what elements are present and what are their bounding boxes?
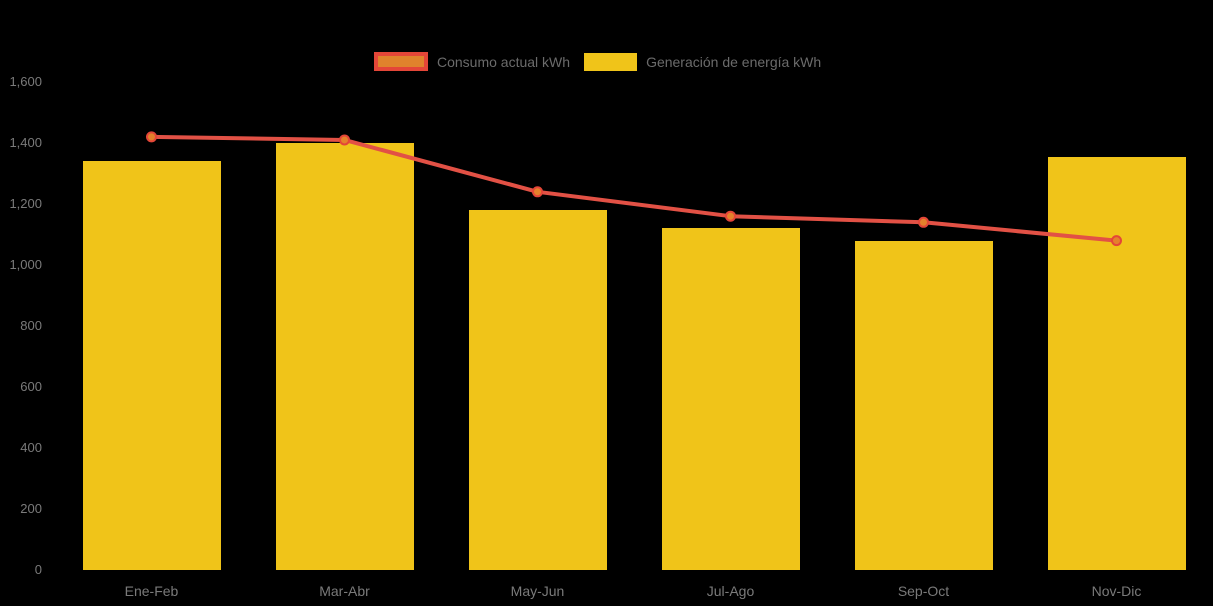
y-axis-tick-label-800: 800 [20, 318, 42, 333]
y-axis-tick-label-0: 0 [34, 562, 42, 577]
legend-swatch-generacion-bar [584, 52, 638, 71]
x-axis-category-label-mar-abr: Mar-Abr [319, 583, 370, 599]
bar-jul-ago [661, 228, 800, 570]
x-axis-category-label-nov-dic: Nov-Dic [1091, 583, 1142, 599]
legend-label-generacion: Generación de energía kWh [646, 53, 822, 70]
data-point-marker-jul-ago [725, 210, 736, 222]
x-axis-category-label-may-jun: May-Jun [510, 583, 565, 599]
x-axis-category-label-sep-oct: Sep-Oct [897, 583, 950, 599]
legend-item-consumo: Consumo actual kWh [374, 52, 570, 71]
y-axis-tick-label-1-000: 1,000 [9, 257, 42, 272]
bar-nov-dic [1047, 156, 1186, 570]
bar-mar-abr [275, 143, 414, 570]
data-point-marker-sep-oct [918, 216, 929, 228]
legend-label-consumo: Consumo actual kWh [437, 53, 571, 70]
y-axis-tick-label-1-600: 1,600 [9, 74, 42, 89]
data-point-marker-nov-dic [1111, 235, 1122, 247]
legend-item-generacion: Generación de energía kWh [570, 52, 822, 71]
x-axis-category-label-jul-ago: Jul-Ago [706, 583, 755, 599]
data-point-marker-ene-feb [146, 131, 157, 143]
y-axis-tick-label-1-200: 1,200 [9, 196, 42, 211]
consumption-line [151, 134, 1117, 243]
data-point-marker-may-jun [532, 186, 543, 198]
y-axis-tick-label-600: 600 [20, 379, 42, 394]
x-axis-category-label-ene-feb: Ene-Feb [124, 583, 179, 599]
bar-ene-feb [82, 161, 221, 570]
legend-swatch-consumo-line [374, 52, 428, 71]
bar-sep-oct [854, 240, 993, 570]
y-axis-tick-label-400: 400 [20, 440, 42, 455]
y-axis-tick-label-1-400: 1,400 [9, 135, 42, 150]
chart-legend: Consumo actual kWh Generación de energía… [374, 52, 821, 71]
data-point-marker-mar-abr [339, 134, 350, 146]
bar-may-jun [468, 210, 607, 570]
y-axis-tick-label-200: 200 [20, 501, 42, 516]
